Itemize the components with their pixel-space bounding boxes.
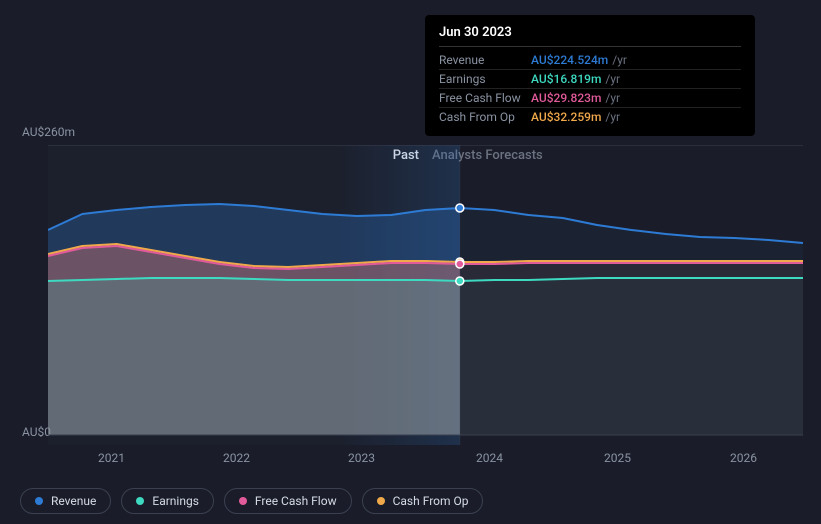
- tooltip-row-unit: /yr: [605, 72, 620, 86]
- tooltip-row-value: AU$32.259m: [531, 110, 601, 124]
- tooltip-row-value: AU$16.819m: [531, 72, 601, 86]
- tooltip-row: Free Cash FlowAU$29.823m/yr: [439, 89, 741, 108]
- x-axis-tick: 2021: [98, 451, 125, 465]
- tooltip-row: RevenueAU$224.524m/yr: [439, 51, 741, 70]
- chart-legend: Revenue Earnings Free Cash Flow Cash From O…: [20, 488, 483, 514]
- legend-item-label: Revenue: [51, 494, 96, 508]
- tooltip-row: EarningsAU$16.819m/yr: [439, 70, 741, 89]
- tooltip-row-unit: /yr: [605, 110, 620, 124]
- tooltip-row-label: Earnings: [439, 72, 531, 86]
- legend-dot-icon: [136, 497, 144, 505]
- tooltip-row-value: AU$224.524m: [531, 53, 608, 67]
- tooltip-row-unit: /yr: [612, 53, 627, 67]
- legend-item-revenue[interactable]: Revenue: [20, 488, 111, 514]
- x-axis-tick: 2022: [223, 451, 250, 465]
- tooltip-row-label: Revenue: [439, 53, 531, 67]
- legend-item-free-cash-flow[interactable]: Free Cash Flow: [224, 488, 352, 514]
- legend-dot-icon: [35, 497, 43, 505]
- tooltip-row-value: AU$29.823m: [531, 91, 601, 105]
- x-axis-tick: 2023: [348, 451, 375, 465]
- legend-item-label: Cash From Op: [393, 494, 469, 508]
- y-axis-min-label: AU$0: [22, 425, 51, 439]
- x-axis-tick: 2026: [730, 451, 757, 465]
- tooltip-date: Jun 30 2023: [439, 25, 741, 47]
- x-axis-tick: 2025: [604, 451, 631, 465]
- legend-dot-icon: [239, 497, 247, 505]
- tooltip-row-label: Cash From Op: [439, 110, 531, 124]
- legend-item-label: Earnings: [152, 494, 199, 508]
- tooltip-row-label: Free Cash Flow: [439, 91, 531, 105]
- legend-item-cash-from-op[interactable]: Cash From Op: [362, 488, 484, 514]
- tooltip-row: Cash From OpAU$32.259m/yr: [439, 108, 741, 126]
- x-axis-tick: 2024: [476, 451, 503, 465]
- legend-dot-icon: [377, 497, 385, 505]
- legend-item-earnings[interactable]: Earnings: [121, 488, 214, 514]
- y-axis-max-label: AU$260m: [22, 125, 75, 139]
- chart-tooltip: Jun 30 2023 RevenueAU$224.524m/yrEarning…: [425, 15, 755, 136]
- financial-area-chart: AU$260m AU$0 Past Analysts Forecasts 202…: [0, 0, 821, 524]
- legend-item-label: Free Cash Flow: [255, 494, 337, 508]
- tooltip-row-unit: /yr: [605, 91, 620, 105]
- chart-plot-area[interactable]: [48, 145, 803, 445]
